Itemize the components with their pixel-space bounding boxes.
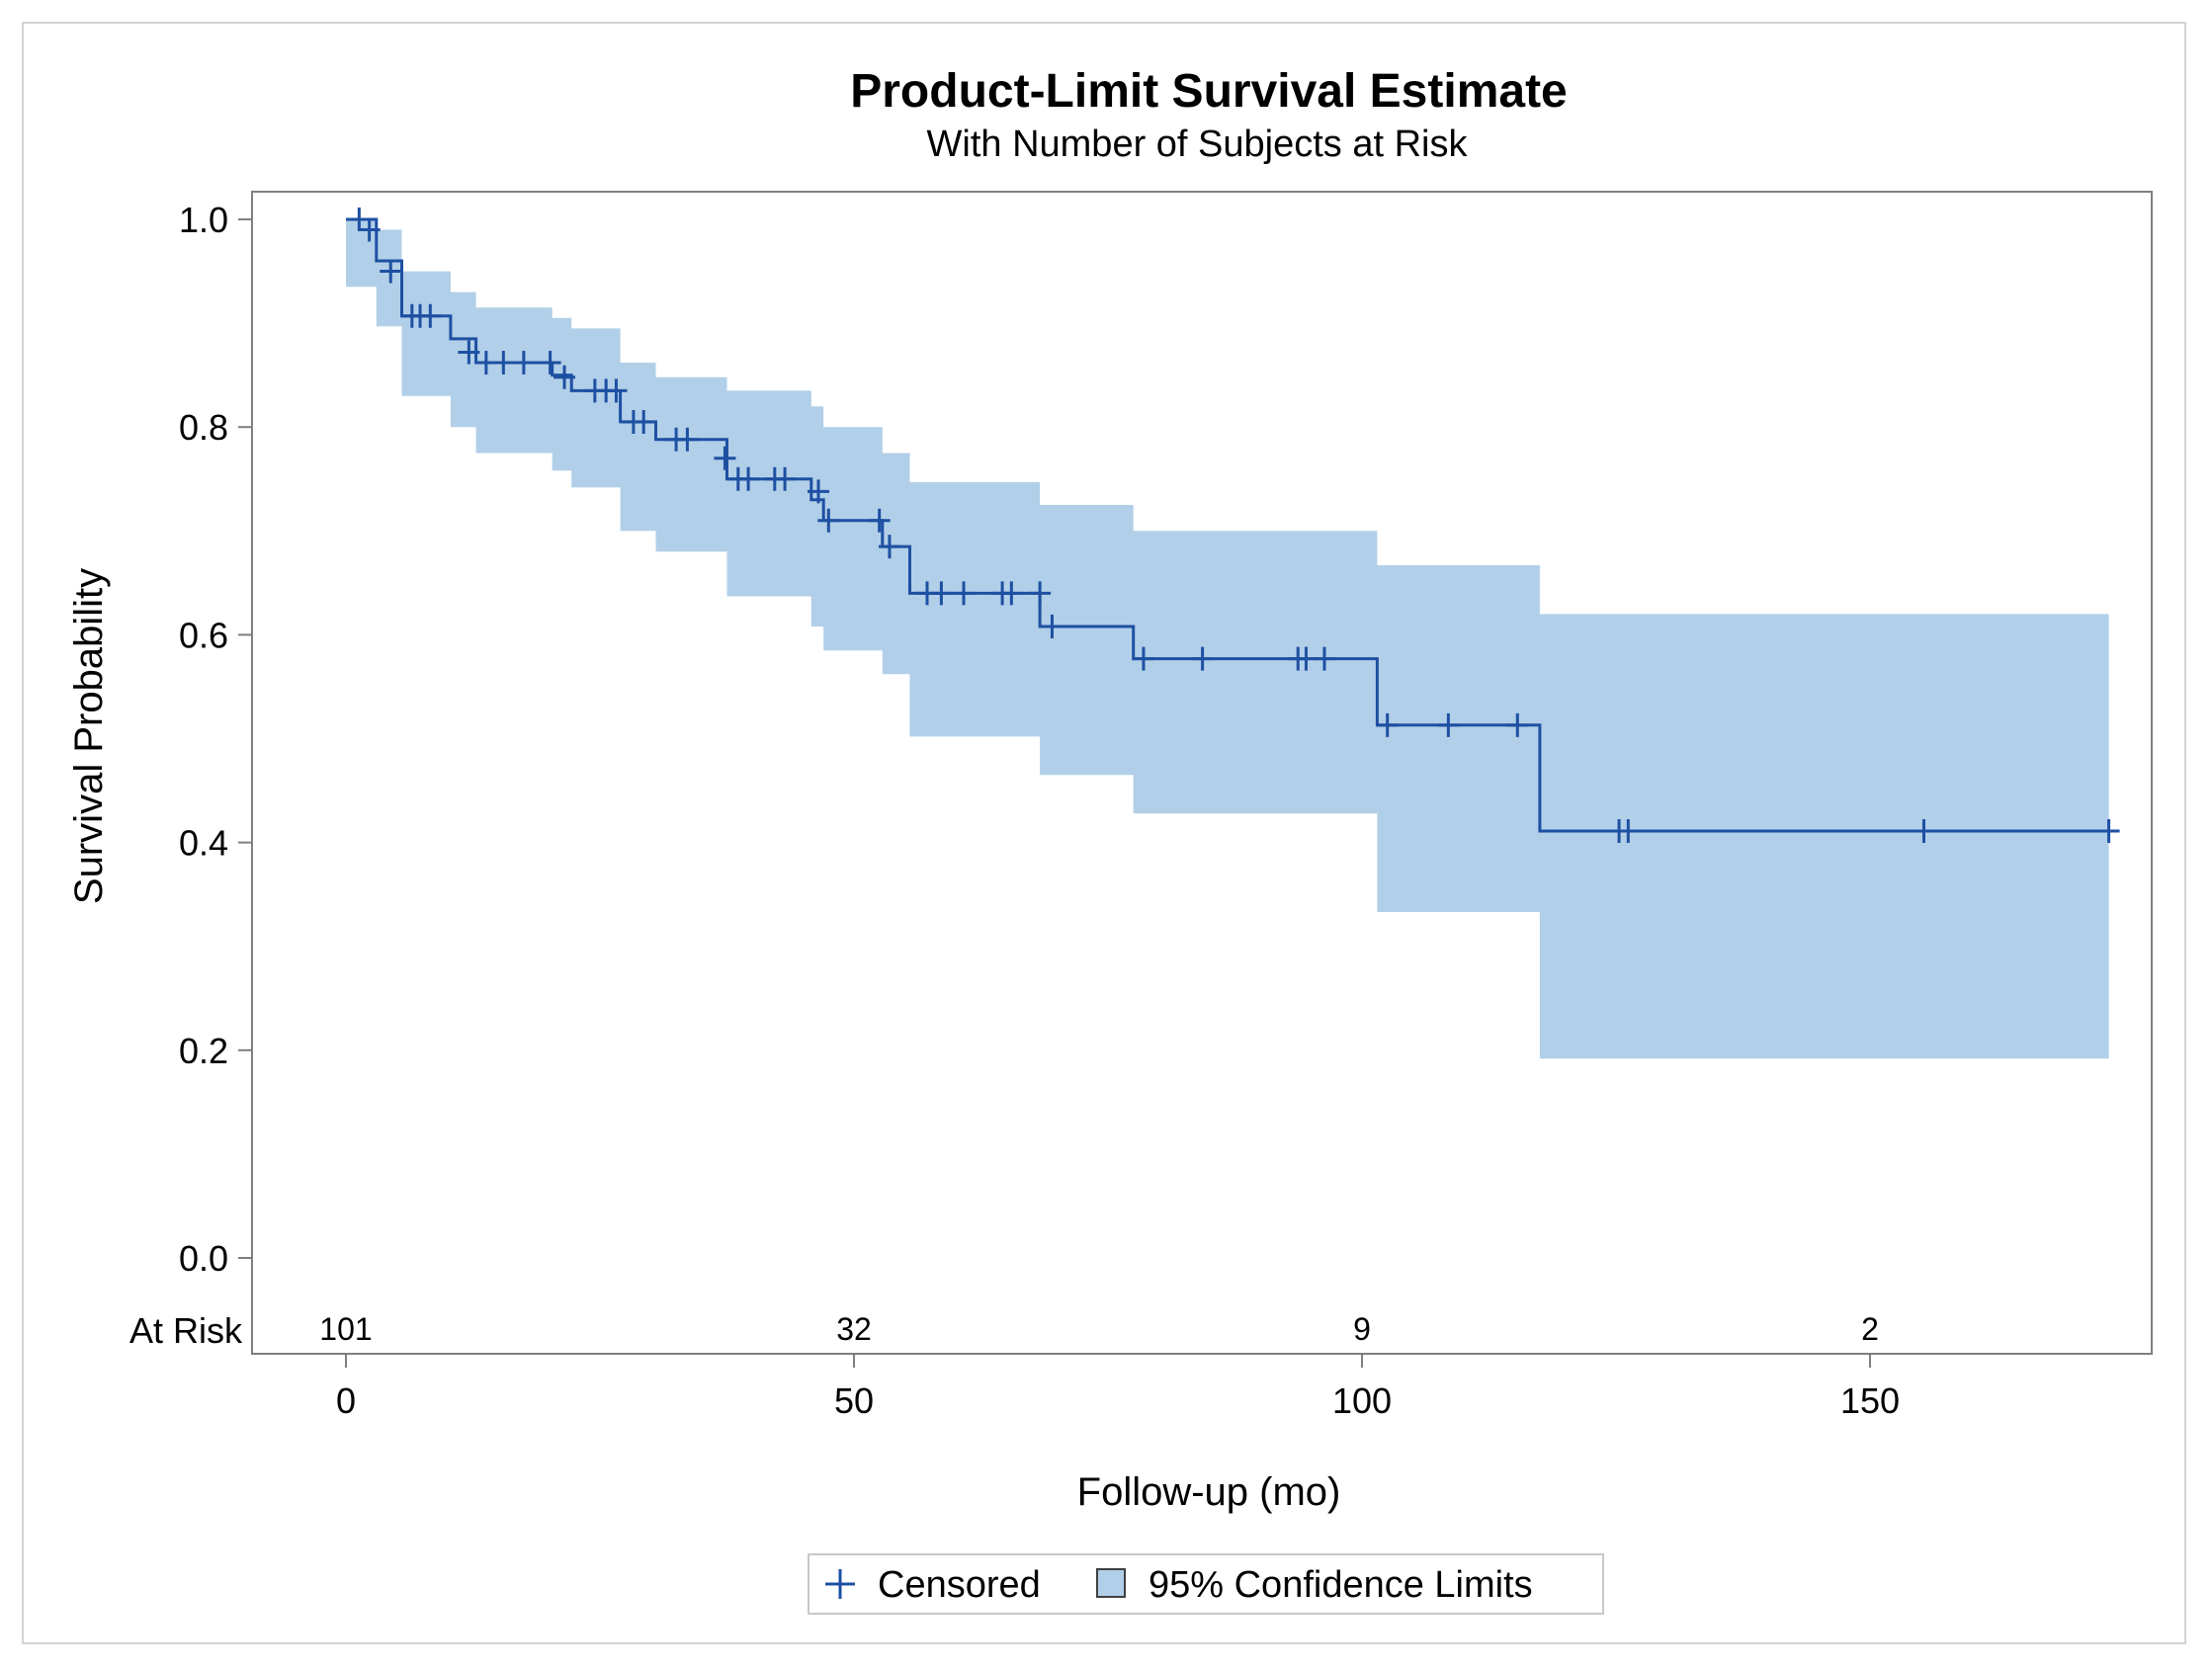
censored-marker: [676, 427, 699, 452]
x-tick-label: 0: [336, 1380, 356, 1421]
censored-marker: [1191, 646, 1214, 671]
x-tick-label: 100: [1332, 1380, 1392, 1421]
at-risk-count: 9: [1353, 1311, 1371, 1347]
censored-marker: [1313, 646, 1335, 671]
censored-marker: [512, 351, 535, 376]
censored-marker: [1132, 646, 1154, 671]
at-risk-count: 2: [1861, 1311, 1879, 1347]
censored-marker: [492, 351, 515, 376]
legend-confidence-label: 95% Confidence Limits: [1149, 1564, 1533, 1606]
y-tick-label: 0.8: [179, 407, 228, 448]
y-tick-label: 0.4: [179, 823, 228, 864]
censored-marker: [2097, 819, 2120, 844]
censored-legend-icon: [825, 1569, 855, 1599]
censored-marker: [358, 217, 381, 242]
censored-marker: [1376, 712, 1399, 737]
confidence-legend-icon: [1096, 1568, 1126, 1598]
y-tick-label: 0.2: [179, 1031, 228, 1071]
censored-marker: [953, 581, 976, 606]
censored-marker: [1041, 614, 1063, 638]
figure-frame: [22, 22, 2186, 1644]
censored-marker: [1295, 646, 1318, 671]
legend-box: [808, 1553, 1604, 1615]
censored-marker: [1617, 819, 1640, 844]
x-tick-label: 150: [1840, 1380, 1900, 1421]
at-risk-count: 101: [319, 1311, 372, 1347]
chart-title: Product-Limit Survival Estimate: [850, 65, 1568, 118]
at-risk-count: 32: [836, 1311, 872, 1347]
censored-marker: [1437, 712, 1460, 737]
legend-censored-label: Censored: [878, 1564, 1041, 1606]
y-tick-label: 0.6: [179, 615, 228, 655]
x-tick-label: 50: [834, 1380, 874, 1421]
x-axis-label: Follow-up (mo): [1077, 1470, 1341, 1514]
censored-marker: [868, 508, 891, 533]
censored-marker: [808, 479, 830, 504]
censored-marker: [1029, 581, 1052, 606]
censored-marker: [380, 259, 402, 284]
censored-marker: [878, 535, 900, 559]
censored-marker: [817, 508, 840, 533]
censored-marker: [458, 340, 480, 365]
censored-marker: [1000, 581, 1023, 606]
censored-marker: [930, 581, 953, 606]
at-risk-label: At Risk: [129, 1310, 243, 1351]
legend: Censored 95% Confidence Limits: [808, 1553, 1604, 1615]
censored-marker: [633, 409, 655, 434]
y-tick-label: 1.0: [179, 200, 228, 240]
censored-marker: [539, 351, 561, 376]
plot-area: 0.0 0.2 0.4 0.6 0.8 1.0 0 50 100 150 At Risk 101 32 9…: [129, 191, 2153, 1421]
censored-marker: [737, 466, 760, 491]
censored-marker: [1506, 712, 1529, 737]
confidence-band: [346, 219, 2109, 1059]
censored-marker: [1913, 819, 1935, 844]
censored-marker: [774, 466, 797, 491]
chart-subtitle: With Number of Subjects at Risk: [927, 124, 1469, 165]
censored-marker: [605, 378, 628, 403]
y-tick-label: 0.0: [179, 1238, 228, 1279]
censored-marker: [348, 208, 371, 231]
censored-marker: [714, 446, 736, 470]
y-axis-label: Survival Probability: [67, 568, 111, 904]
censored-marker: [419, 303, 442, 328]
plot-border: [251, 191, 2153, 1355]
censored-marker: [553, 365, 576, 389]
